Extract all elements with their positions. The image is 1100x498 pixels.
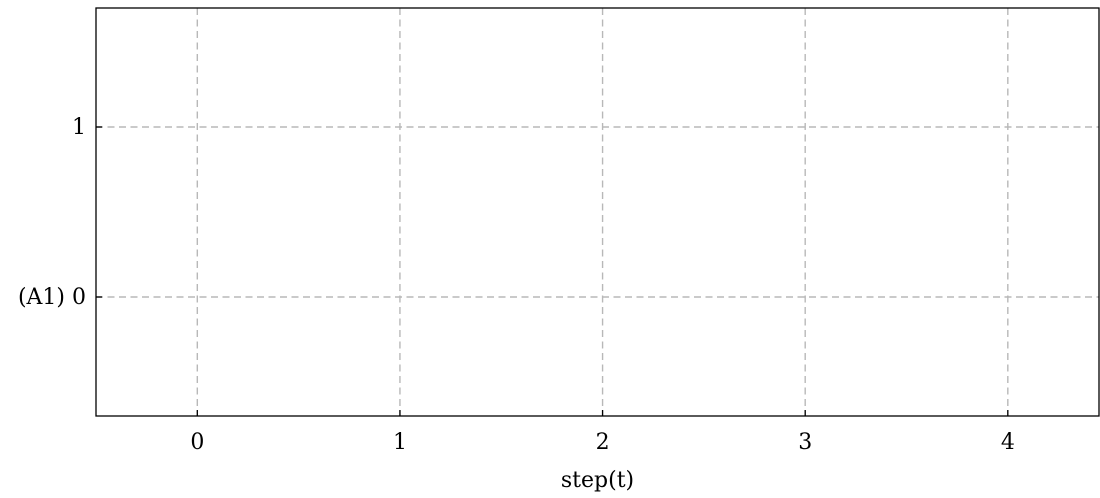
plot-area-frame [95,7,1100,417]
x-tick-label-0: 0 [190,430,204,455]
y-tick-label-1: 1 [72,115,86,140]
x-tick-label-3: 3 [798,430,812,455]
y-tick-label-0: (A1) 0 [18,285,86,310]
y-axis-ticks: (A1) 0 1 [18,115,102,310]
vertical-gridlines [196,8,1009,416]
x-tick-label-2: 2 [596,430,610,455]
x-axis-ticks: 0 1 2 3 4 [190,410,1015,455]
x-axis-label: step(t) [561,468,634,493]
x-tick-label-4: 4 [1001,430,1015,455]
horizontal-gridlines [96,126,1099,298]
x-tick-label-1: 1 [393,430,407,455]
